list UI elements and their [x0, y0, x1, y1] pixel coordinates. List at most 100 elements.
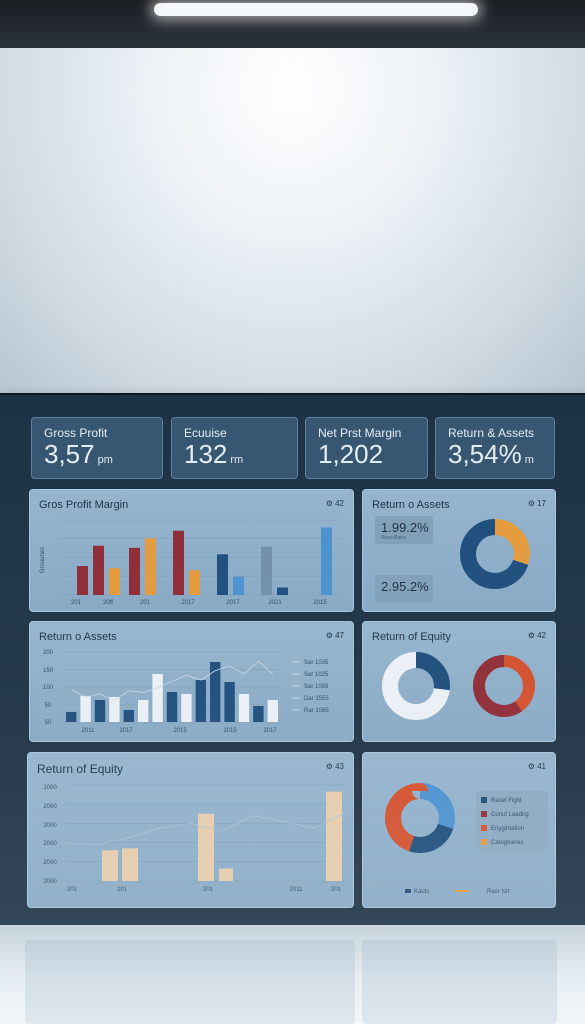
panel-title: Return of Equity	[37, 762, 124, 776]
bar-5	[138, 700, 149, 722]
kpi-card-ecuuise[interactable]: Ecuuise 132 rm	[171, 417, 298, 479]
settings-badge[interactable]: ⚙ 43	[325, 762, 344, 771]
legend-box	[476, 791, 548, 851]
panel-title: Return o Assets	[372, 499, 450, 511]
bar-1	[93, 545, 104, 595]
floor-reflection	[362, 940, 557, 1024]
panel-return-assets-bars[interactable]: 200 150 100 50 50 2011 2017 2015 2015 2017 Sar 103…	[29, 621, 354, 742]
stat-value: 1.99.2%	[381, 520, 429, 535]
bar-9	[261, 546, 272, 595]
settings-badge[interactable]: ⚙ 42	[325, 499, 344, 508]
legend-swatch	[481, 811, 487, 817]
panel-title: Gros Profit Margin	[39, 499, 129, 511]
x-tick-label: 2011	[290, 887, 304, 893]
bar-10	[210, 662, 221, 722]
y-tick-label: 50	[45, 720, 52, 726]
trend-line	[71, 660, 274, 701]
x-tick-label: 2015	[173, 728, 187, 734]
bar-8	[233, 576, 244, 595]
footer-swatch	[455, 890, 469, 892]
panel-return-assets-donut[interactable]: Return o Assets ⚙ 17 1.99.2% Roso Barrs …	[362, 489, 556, 612]
x-tick-label: 2021	[268, 600, 282, 606]
x-tick-label: 2015	[223, 728, 237, 734]
x-tick-label: 2017	[181, 600, 195, 606]
panel-title: Return o Assets	[39, 631, 117, 643]
roe-donut-charts	[382, 652, 535, 720]
gross-margin-bar-chart: Groaunes 201 20ff 201 2017 2017 2021 2015	[40, 519, 340, 606]
bar-12	[238, 694, 250, 722]
bar-1	[80, 696, 91, 722]
floor	[0, 925, 585, 1024]
panel-category-donut[interactable]: Rasef Fight Conuf Laadirg Enygintation Cato…	[362, 752, 556, 908]
kpi-label: Net Prst Margin	[318, 426, 402, 440]
x-tick-label: 201	[117, 887, 128, 893]
category-donut-chart: Rasef Fight Conuf Laadirg Enygintation Cato…	[377, 783, 548, 895]
bar-8	[181, 694, 192, 722]
footer-swatch	[405, 889, 411, 893]
settings-badge[interactable]: ⚙ 17	[527, 499, 546, 508]
settings-badge[interactable]: ⚙ 47	[325, 631, 344, 640]
bar-11	[224, 682, 235, 722]
panel-return-equity-donuts[interactable]: Return of Equity ⚙ 42	[362, 621, 556, 742]
kpi-label: Return & Assets	[448, 426, 535, 440]
kpi-card-net-profit-margin[interactable]: Net Prst Margin 1,202	[305, 417, 428, 479]
x-tick-label: 2011	[82, 728, 96, 734]
legend-label: Rar 1085	[304, 708, 329, 714]
bar-5	[173, 530, 184, 595]
bar-3	[129, 547, 140, 595]
bar-4	[123, 710, 134, 722]
y-axis-label: Groaunes	[40, 547, 46, 573]
stat-subtext: Roso Barrs	[381, 535, 407, 541]
category-donut-slice-2	[385, 783, 455, 853]
bar-2	[109, 568, 120, 595]
wall-background	[0, 48, 585, 393]
x-tick-label: 201	[203, 887, 214, 893]
bar-7	[217, 554, 228, 595]
x-tick-label: 20ff	[103, 600, 113, 606]
x-tick-label: 2015	[313, 600, 327, 606]
bar-4	[326, 791, 342, 881]
stat-box-1: 1.99.2% Roso Barrs	[375, 516, 433, 544]
bar-13	[253, 706, 264, 722]
y-tick-label: 2000	[43, 804, 57, 810]
kpi-card-return-assets[interactable]: Return & Assets 3,54% m	[435, 417, 555, 479]
kpi-unit: m	[524, 454, 534, 466]
footer-label: Kauts	[414, 889, 429, 895]
kpi-unit: pm	[97, 454, 113, 466]
bar-1	[122, 848, 138, 881]
kpi-value: 3,57	[44, 439, 95, 469]
legend-label: Dar 1555	[304, 696, 329, 702]
roe-donut-left-slice-1	[382, 652, 450, 720]
kpi-card-gross-profit[interactable]: Gross Profit 3,57 pm	[31, 417, 163, 479]
footer-label: Rasr Isrt	[487, 889, 510, 895]
bar-2	[94, 700, 106, 722]
roe-donut-right-slice-1	[473, 655, 535, 717]
y-tick-label: 2000	[43, 879, 57, 885]
legend-label: Sar 1035	[304, 660, 329, 666]
legend-label: Rasef Fight	[491, 798, 522, 804]
bar-6	[189, 570, 200, 595]
bar-0	[77, 566, 88, 595]
x-tick-label: 2017	[226, 600, 240, 606]
x-tick-label: 201	[140, 600, 151, 606]
panel-return-equity-bars[interactable]: 1000 2000 2000 2000 2000 2000 201 201 201 2011 201…	[27, 752, 354, 908]
bar-3	[109, 697, 120, 722]
x-tick-label: 2017	[119, 728, 133, 734]
stat-box-2: 2.95.2%	[375, 575, 433, 603]
panel-gross-profit-margin[interactable]: Groaunes 201 20ff 201 2017 2017 2021 2015 Gros …	[29, 489, 354, 612]
settings-badge[interactable]: ⚙ 41	[527, 762, 546, 771]
roe-bar-line-chart: 1000 2000 2000 2000 2000 2000 201 201 201 2011 201	[43, 784, 347, 893]
legend-swatch	[481, 797, 487, 803]
bar-7	[166, 692, 178, 722]
legend-swatch	[481, 839, 487, 845]
settings-badge[interactable]: ⚙ 42	[527, 631, 546, 640]
x-tick-label: 2017	[263, 728, 277, 734]
kpi-value: 132	[184, 439, 228, 469]
y-tick-label: 150	[43, 668, 54, 674]
ceiling-light	[154, 3, 478, 16]
legend-swatch	[481, 825, 487, 831]
x-tick-label: 201	[331, 887, 342, 893]
floor-reflection	[25, 940, 355, 1024]
x-tick-label: 201	[67, 887, 78, 893]
category-donut-slice-1	[385, 783, 455, 853]
